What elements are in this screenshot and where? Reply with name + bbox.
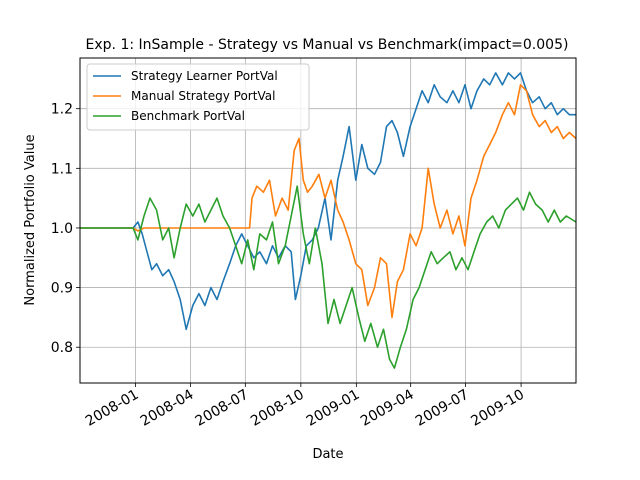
y-axis-title: Normalized Portfolio Value [23, 134, 38, 305]
series-line-1 [80, 72, 576, 331]
series-lines [80, 72, 577, 369]
legend-label-3: Benchmark PortVal [131, 109, 245, 123]
x-axis-title: Date [312, 447, 343, 462]
y-tick-label: 1.1 [51, 161, 73, 177]
y-tick-label: 1.0 [51, 221, 73, 237]
chart-title: Exp. 1: InSample - Strategy vs Manual vs… [86, 37, 569, 53]
legend: Strategy Learner PortVal Manual Strategy … [86, 63, 310, 131]
series-line-2 [80, 84, 577, 319]
y-tick-label: 1.2 [51, 102, 73, 118]
series-line-3 [80, 185, 577, 369]
plot-area-frame [79, 57, 577, 384]
y-tick-label: 0.8 [51, 340, 73, 356]
y-tick-label: 0.9 [51, 281, 73, 297]
legend-label-1: Strategy Learner PortVal [131, 69, 278, 83]
legend-label-2: Manual Strategy PortVal [131, 89, 275, 103]
legend-box [86, 63, 310, 131]
y-axis: 0.8 0.9 1.0 1.1 1.2 [51, 102, 80, 356]
